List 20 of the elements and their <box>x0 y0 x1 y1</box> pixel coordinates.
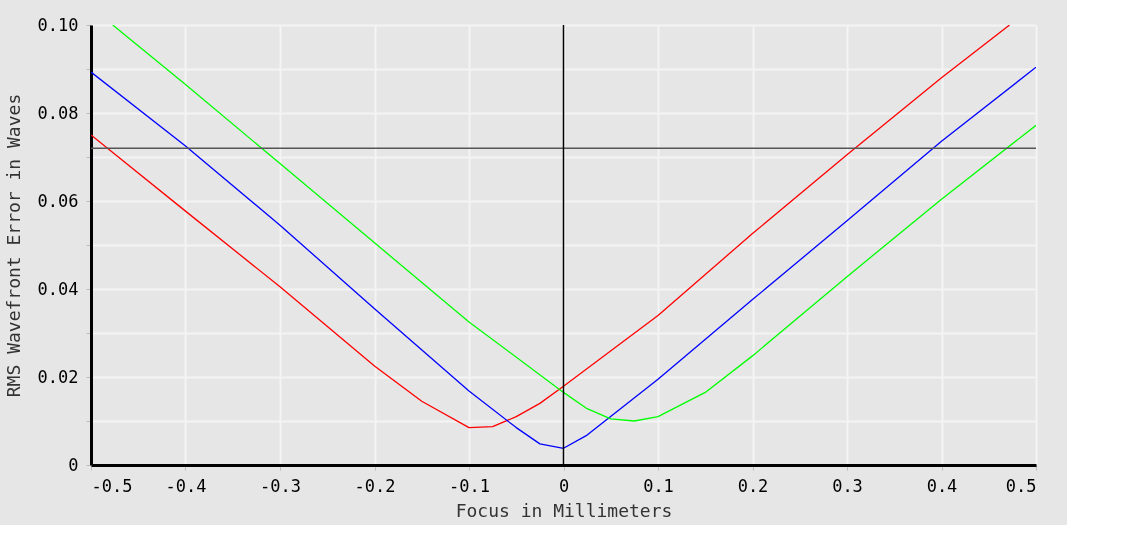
x-tick-label: 0.2 <box>737 475 769 496</box>
y-axis-title: RMS Wavefront Error in Waves <box>2 93 24 398</box>
y-tick-label: 0.10 <box>37 14 79 35</box>
y-tick-label: 0.08 <box>37 102 79 123</box>
x-tick-label: 0.5 <box>1005 475 1037 496</box>
x-tick-label: 0.4 <box>926 475 958 496</box>
y-tick-label: 0.06 <box>37 190 79 211</box>
x-tick-label: -0.4 <box>165 475 207 496</box>
x-tick-label: -0.3 <box>260 475 301 496</box>
x-tick-label: -0.5 <box>91 475 133 496</box>
y-tick-label: 0.04 <box>37 278 79 299</box>
x-axis-title: Focus in Millimeters <box>455 499 673 521</box>
x-tick-label: -0.2 <box>354 475 396 496</box>
x-tick-label: 0 <box>558 475 570 496</box>
line-series <box>91 66 1036 449</box>
y-tick-label: 0.02 <box>37 366 79 387</box>
y-tick-label: 0 <box>68 454 79 475</box>
x-tick-label: 0.3 <box>832 475 863 496</box>
x-tick-label: -0.1 <box>449 475 490 496</box>
x-tick-label: 0.1 <box>643 475 674 496</box>
